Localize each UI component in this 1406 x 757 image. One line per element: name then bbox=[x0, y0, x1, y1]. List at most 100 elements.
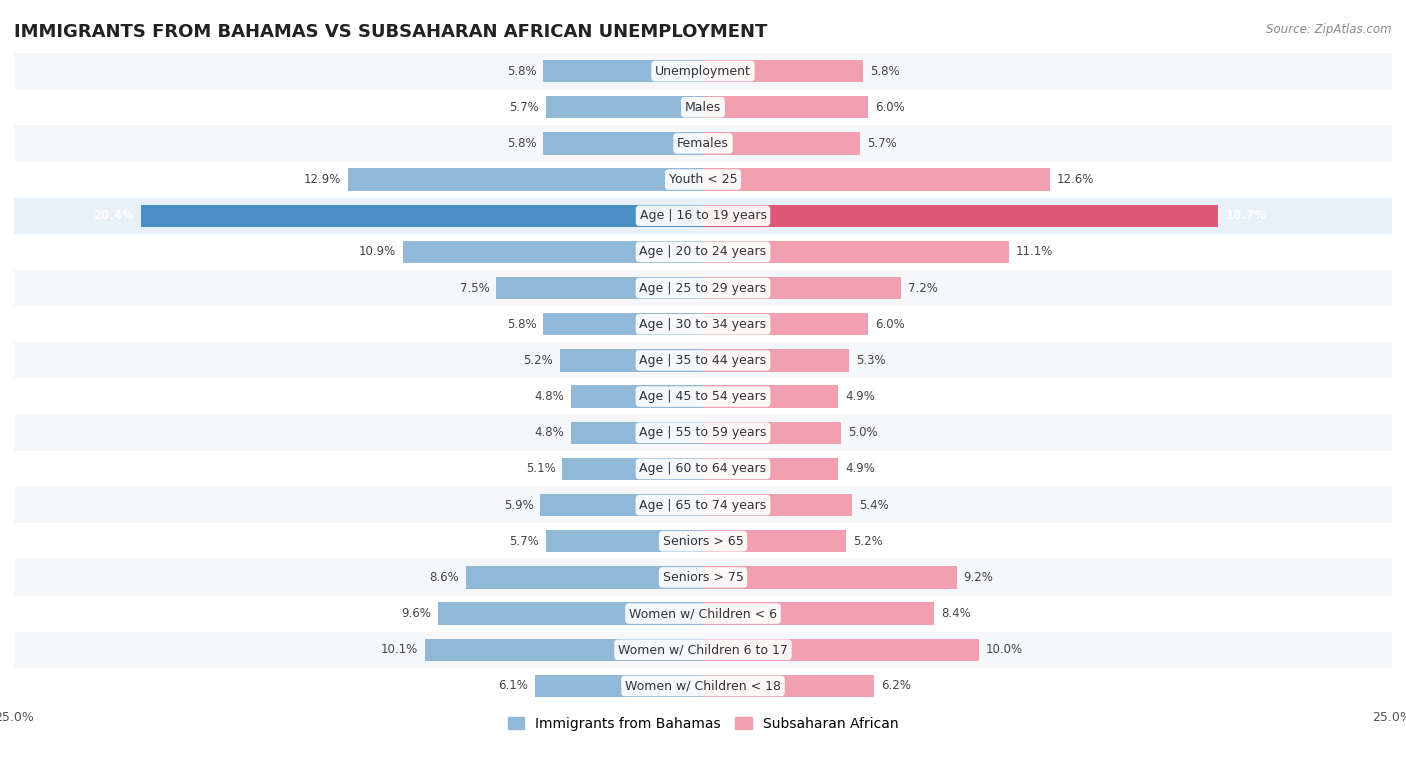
Bar bbox=[14, 198, 1392, 234]
Bar bbox=[562, 458, 703, 480]
Text: Age | 35 to 44 years: Age | 35 to 44 years bbox=[640, 354, 766, 367]
Bar bbox=[560, 349, 703, 372]
Text: 10.9%: 10.9% bbox=[359, 245, 395, 258]
Text: 5.2%: 5.2% bbox=[853, 534, 883, 548]
Bar bbox=[703, 603, 935, 625]
Text: 5.7%: 5.7% bbox=[868, 137, 897, 150]
Text: 4.9%: 4.9% bbox=[845, 463, 875, 475]
Text: 18.7%: 18.7% bbox=[1225, 209, 1265, 223]
Bar bbox=[543, 60, 703, 83]
Text: Age | 45 to 54 years: Age | 45 to 54 years bbox=[640, 390, 766, 403]
Bar bbox=[703, 494, 852, 516]
Text: 12.9%: 12.9% bbox=[304, 173, 340, 186]
Bar bbox=[703, 277, 901, 299]
Bar bbox=[543, 313, 703, 335]
Text: Age | 16 to 19 years: Age | 16 to 19 years bbox=[640, 209, 766, 223]
Text: Source: ZipAtlas.com: Source: ZipAtlas.com bbox=[1267, 23, 1392, 36]
Text: 5.8%: 5.8% bbox=[506, 137, 536, 150]
Bar bbox=[546, 530, 703, 553]
Bar bbox=[703, 168, 1050, 191]
Bar bbox=[703, 241, 1010, 263]
Text: 4.8%: 4.8% bbox=[534, 426, 564, 439]
Text: 8.6%: 8.6% bbox=[429, 571, 460, 584]
Text: Seniors > 65: Seniors > 65 bbox=[662, 534, 744, 548]
Text: 11.1%: 11.1% bbox=[1015, 245, 1053, 258]
Text: Women w/ Children < 18: Women w/ Children < 18 bbox=[626, 680, 780, 693]
Bar bbox=[703, 96, 869, 118]
Bar bbox=[703, 349, 849, 372]
Bar bbox=[465, 566, 703, 589]
Bar bbox=[14, 270, 1392, 306]
Bar bbox=[14, 306, 1392, 342]
Text: 5.4%: 5.4% bbox=[859, 499, 889, 512]
Bar bbox=[402, 241, 703, 263]
Bar bbox=[534, 674, 703, 697]
Bar bbox=[14, 451, 1392, 487]
Bar bbox=[14, 631, 1392, 668]
Bar bbox=[540, 494, 703, 516]
Bar bbox=[703, 132, 860, 154]
Bar bbox=[703, 674, 875, 697]
Text: 5.7%: 5.7% bbox=[509, 534, 538, 548]
Bar bbox=[347, 168, 703, 191]
Bar bbox=[496, 277, 703, 299]
Bar bbox=[14, 234, 1392, 270]
Text: 4.9%: 4.9% bbox=[845, 390, 875, 403]
Text: 5.8%: 5.8% bbox=[506, 64, 536, 77]
Bar bbox=[543, 132, 703, 154]
Text: IMMIGRANTS FROM BAHAMAS VS SUBSAHARAN AFRICAN UNEMPLOYMENT: IMMIGRANTS FROM BAHAMAS VS SUBSAHARAN AF… bbox=[14, 23, 768, 41]
Text: Females: Females bbox=[678, 137, 728, 150]
Text: 5.0%: 5.0% bbox=[848, 426, 877, 439]
Bar bbox=[14, 53, 1392, 89]
Text: Age | 25 to 29 years: Age | 25 to 29 years bbox=[640, 282, 766, 294]
Legend: Immigrants from Bahamas, Subsaharan African: Immigrants from Bahamas, Subsaharan Afri… bbox=[502, 711, 904, 736]
Text: 7.2%: 7.2% bbox=[908, 282, 938, 294]
Text: Males: Males bbox=[685, 101, 721, 114]
Bar bbox=[14, 126, 1392, 161]
Text: 9.6%: 9.6% bbox=[402, 607, 432, 620]
Bar bbox=[141, 204, 703, 227]
Bar bbox=[703, 204, 1219, 227]
Text: 5.1%: 5.1% bbox=[526, 463, 555, 475]
Bar bbox=[546, 96, 703, 118]
Text: 5.7%: 5.7% bbox=[509, 101, 538, 114]
Text: 6.0%: 6.0% bbox=[875, 318, 905, 331]
Bar bbox=[571, 422, 703, 444]
Text: 9.2%: 9.2% bbox=[963, 571, 993, 584]
Bar bbox=[571, 385, 703, 408]
Text: Age | 30 to 34 years: Age | 30 to 34 years bbox=[640, 318, 766, 331]
Bar bbox=[14, 668, 1392, 704]
Text: Age | 60 to 64 years: Age | 60 to 64 years bbox=[640, 463, 766, 475]
Text: 12.6%: 12.6% bbox=[1057, 173, 1094, 186]
Bar bbox=[14, 161, 1392, 198]
Text: Seniors > 75: Seniors > 75 bbox=[662, 571, 744, 584]
Bar bbox=[703, 530, 846, 553]
Bar bbox=[14, 523, 1392, 559]
Text: 4.8%: 4.8% bbox=[534, 390, 564, 403]
Text: 20.4%: 20.4% bbox=[93, 209, 134, 223]
Bar bbox=[703, 385, 838, 408]
Bar bbox=[14, 487, 1392, 523]
Bar bbox=[703, 458, 838, 480]
Bar bbox=[439, 603, 703, 625]
Text: 6.1%: 6.1% bbox=[498, 680, 529, 693]
Bar bbox=[703, 422, 841, 444]
Bar bbox=[703, 313, 869, 335]
Bar bbox=[14, 89, 1392, 126]
Text: 5.9%: 5.9% bbox=[503, 499, 533, 512]
Text: Age | 20 to 24 years: Age | 20 to 24 years bbox=[640, 245, 766, 258]
Text: 10.1%: 10.1% bbox=[381, 643, 418, 656]
Text: Youth < 25: Youth < 25 bbox=[669, 173, 737, 186]
Text: 10.0%: 10.0% bbox=[986, 643, 1022, 656]
Text: 6.0%: 6.0% bbox=[875, 101, 905, 114]
Bar bbox=[703, 60, 863, 83]
Text: Women w/ Children 6 to 17: Women w/ Children 6 to 17 bbox=[619, 643, 787, 656]
Bar bbox=[425, 639, 703, 661]
Bar bbox=[14, 378, 1392, 415]
Text: Unemployment: Unemployment bbox=[655, 64, 751, 77]
Text: 5.3%: 5.3% bbox=[856, 354, 886, 367]
Text: 5.8%: 5.8% bbox=[506, 318, 536, 331]
Text: Age | 55 to 59 years: Age | 55 to 59 years bbox=[640, 426, 766, 439]
Text: 8.4%: 8.4% bbox=[942, 607, 972, 620]
Bar bbox=[14, 596, 1392, 631]
